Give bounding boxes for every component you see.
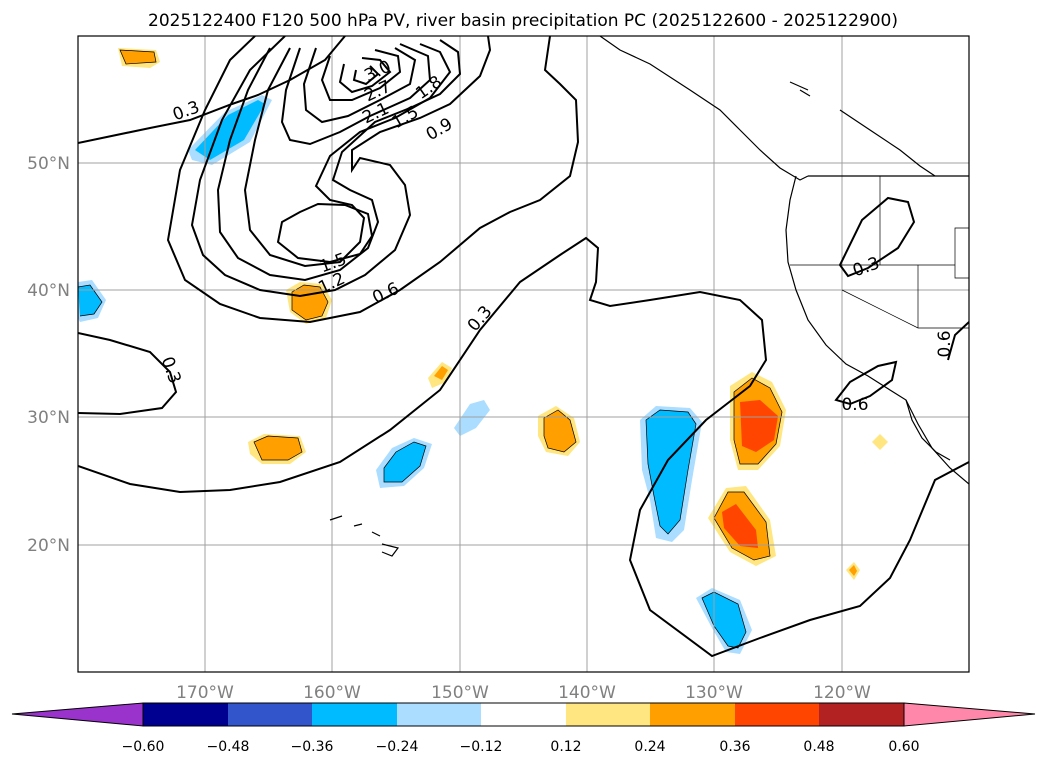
colorbar-over-arrow	[903, 702, 1036, 727]
shade-positive	[254, 436, 302, 460]
pv-contour-2.7	[338, 57, 392, 94]
outline	[733, 377, 783, 465]
shade-outer	[454, 400, 490, 436]
colorbar-segment	[397, 703, 481, 726]
pv-contour-0.9	[190, 36, 492, 298]
shade-positive	[434, 366, 448, 380]
state-border	[954, 227, 969, 279]
outline	[253, 435, 303, 461]
pv-contour-1.5-inner	[276, 202, 374, 264]
pv-contour-0.3-main	[78, 236, 969, 658]
map-frame	[77, 35, 970, 673]
lon-label-140w: 140°W	[558, 683, 616, 703]
lat-label-30n: 30°N	[27, 408, 70, 428]
shade-positive	[120, 50, 156, 64]
shade-positive	[849, 565, 857, 576]
colorbar-tick-label: −0.60	[122, 739, 165, 755]
island-bits	[789, 81, 811, 97]
pv-contour-1.8	[280, 43, 432, 146]
pv-contours	[78, 36, 969, 658]
shade-negative	[646, 410, 696, 534]
lon-label-150w: 150°W	[431, 683, 489, 703]
colorbar-segment	[650, 703, 735, 726]
colorbar-tick-label: 0.48	[803, 739, 834, 755]
figure-title: 2025122400 F120 500 hPa PV, river basin …	[148, 11, 898, 31]
alaska-bc-coast	[599, 36, 809, 181]
colorbar-tick-label: 0.60	[888, 739, 919, 755]
shade-negative	[78, 285, 102, 316]
colorbar-tick-label: 0.24	[634, 739, 665, 755]
colorbar: −0.60 −0.48 −0.36 −0.24 −0.12 0.12 0.24 …	[11, 702, 1036, 755]
shade-positive	[544, 410, 576, 452]
colorbar-tick-label: 0.36	[719, 739, 750, 755]
colorbar-segment	[481, 703, 566, 726]
pv-contour-0.3-west	[78, 332, 178, 416]
longitude-labels: 170°W 160°W 150°W 140°W 130°W 120°W	[176, 683, 871, 703]
lat-label-50n: 50°N	[27, 154, 70, 174]
lon-label-170w: 170°W	[176, 683, 234, 703]
colorbar-segment	[143, 703, 228, 726]
shade-negative	[384, 442, 426, 482]
outline	[713, 491, 771, 561]
outline	[543, 409, 577, 453]
colorbar-segment	[312, 703, 397, 726]
outline	[119, 49, 157, 65]
shade-strong-positive	[722, 504, 758, 548]
colorbar-tick-label: 0.12	[550, 739, 581, 755]
baja-inner-coast	[905, 399, 951, 461]
outline	[383, 441, 427, 483]
shade-strong-positive	[740, 400, 778, 452]
outline	[78, 284, 103, 317]
pv-contour-0.3-land	[838, 196, 916, 278]
pv-contour-0.6-east	[947, 321, 969, 361]
contour-label: 0.6	[935, 330, 955, 357]
pv-contour-3.0	[352, 65, 380, 86]
pv-contour-0.6-coast	[834, 360, 898, 406]
colorbar-tick-label: −0.24	[376, 739, 419, 755]
pv-contour-1.5	[243, 43, 452, 268]
pv-contour-2.1	[302, 47, 417, 124]
us-west-coast	[785, 175, 969, 485]
colorbar-under-arrow	[11, 702, 144, 727]
contour-label: 0.6	[841, 395, 868, 415]
colorbar-segment	[735, 703, 819, 726]
pv-contour-0.6-main	[166, 36, 580, 324]
colorbar-segment	[566, 703, 650, 726]
lat-label-20n: 20°N	[27, 536, 70, 556]
lon-label-160w: 160°W	[303, 683, 361, 703]
graticule	[78, 36, 969, 672]
outline	[701, 591, 747, 649]
precip-outlines	[78, 49, 783, 649]
colorbar-tick-label: −0.12	[460, 739, 503, 755]
canada-inland	[839, 109, 936, 177]
lon-label-130w: 130°W	[685, 683, 743, 703]
state-borders	[790, 176, 969, 329]
colorbar-tick-label: −0.36	[291, 739, 334, 755]
colorbar-frame	[142, 702, 905, 727]
lat-label-40n: 40°N	[27, 281, 70, 301]
outline	[645, 409, 697, 535]
lon-label-120w: 120°W	[813, 683, 871, 703]
colorbar-segment	[819, 703, 904, 726]
outline	[291, 284, 329, 321]
latitude-labels: 50°N 40°N 30°N 20°N	[27, 154, 70, 556]
colorbar-segment	[228, 703, 312, 726]
shade-negative	[702, 592, 746, 648]
pv-contour-2.4	[320, 49, 402, 101]
colorbar-ticks: −0.60 −0.48 −0.36 −0.24 −0.12 0.12 0.24 …	[122, 739, 920, 755]
map-panel: 0.3 3.0 2.7 2.1 1.8 1.5 0.9 1.5 1.2 0.6 …	[77, 35, 970, 673]
shade-outer	[872, 434, 888, 450]
colorbar-tick-label: −0.48	[207, 739, 250, 755]
hawaii-islands	[329, 515, 400, 557]
coastlines	[329, 36, 969, 557]
